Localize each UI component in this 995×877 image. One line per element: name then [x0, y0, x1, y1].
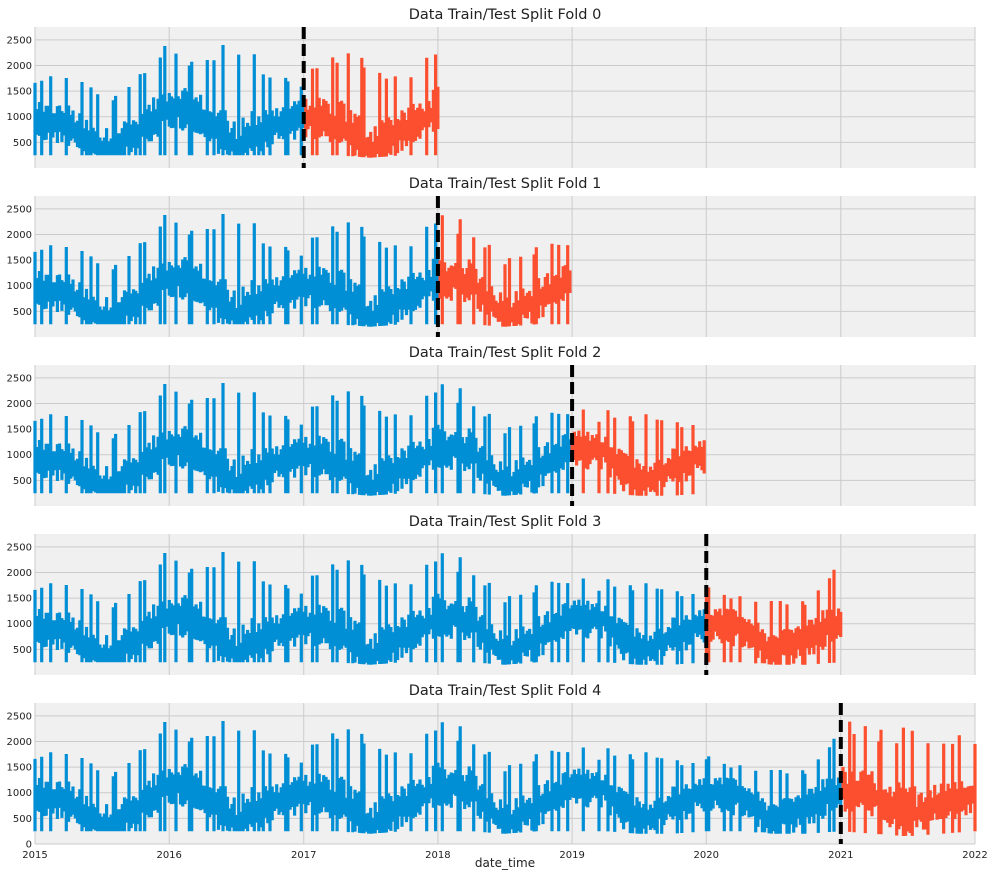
y-tick-label: 2000: [7, 399, 32, 410]
test-series-line: [570, 409, 706, 496]
subplot-title: Data Train/Test Split Fold 2: [409, 345, 602, 361]
y-tick-label: 1000: [7, 619, 32, 630]
subplot-fold-1: 500 1000 1500 2000 2500 Data Train/Test Split…: [7, 176, 976, 337]
y-tick-label: 1000: [7, 788, 32, 799]
train-series-line: [33, 383, 572, 496]
y-tick-label: 2000: [7, 568, 32, 579]
x-tick-label: 2018: [425, 850, 450, 861]
y-tick-label: 2000: [7, 230, 32, 241]
subplot-fold-0: 500 1000 1500 2000 2500 Data Train/Test Split…: [7, 7, 976, 168]
y-tick-label: 500: [13, 814, 32, 825]
x-tick-label: 2020: [694, 850, 719, 861]
y-tick-label: 1000: [7, 450, 32, 461]
x-tick-label: 2022: [962, 850, 987, 861]
train-series-line: [33, 721, 843, 834]
subplot-fold-2: 500 1000 1500 2000 2500 Data Train/Test Split…: [7, 345, 976, 506]
subplot-fold-4: 0 500 1000 1500 2000 2500 Data Train/Test Spli…: [7, 683, 977, 851]
train-series-line: [33, 214, 440, 327]
subplot-title: Data Train/Test Split Fold 4: [409, 683, 602, 699]
subplot-title: Data Train/Test Split Fold 3: [409, 514, 602, 530]
x-axis-ticks: 2015 2016 2017 2018 2019 2020 2021 2022: [22, 850, 987, 861]
x-tick-label: 2016: [156, 850, 181, 861]
y-tick-label: 0: [26, 840, 32, 851]
y-tick-label: 2500: [7, 373, 32, 384]
y-tick-label: 2500: [7, 711, 32, 722]
subplot-fold-3: 500 1000 1500 2000 2500 Data Train/Test Split…: [7, 514, 976, 675]
y-tick-label: 1500: [7, 594, 32, 605]
y-tick-label: 500: [13, 476, 32, 487]
y-tick-label: 2500: [7, 35, 32, 46]
train-series-line: [33, 45, 306, 156]
subplot-panels: 500 1000 1500 2000 2500 Data Train/Test Split…: [7, 7, 977, 851]
y-tick-label: 500: [13, 307, 32, 318]
y-tick-label: 1500: [7, 87, 32, 98]
subplot-title: Data Train/Test Split Fold 1: [409, 176, 602, 192]
x-tick-label: 2019: [559, 850, 584, 861]
x-axis-label: date_time: [475, 856, 535, 870]
y-tick-label: 1000: [7, 281, 32, 292]
x-tick-label: 2017: [291, 850, 316, 861]
x-tick-label: 2021: [828, 850, 853, 861]
y-tick-label: 1000: [7, 112, 32, 123]
y-tick-label: 2000: [7, 61, 32, 72]
y-tick-label: 2500: [7, 542, 32, 553]
train-series-line: [33, 552, 706, 665]
test-series-line: [304, 53, 440, 158]
x-tick-label: 2015: [22, 850, 47, 861]
y-tick-label: 2000: [7, 737, 32, 748]
y-tick-label: 1500: [7, 425, 32, 436]
test-series-line: [841, 721, 977, 836]
test-series-line: [438, 215, 572, 327]
y-tick-label: 2500: [7, 204, 32, 215]
y-tick-label: 1500: [7, 256, 32, 267]
y-tick-label: 500: [13, 645, 32, 656]
y-tick-label: 1500: [7, 763, 32, 774]
y-tick-label: 500: [13, 138, 32, 149]
subplot-title: Data Train/Test Split Fold 0: [409, 7, 602, 23]
